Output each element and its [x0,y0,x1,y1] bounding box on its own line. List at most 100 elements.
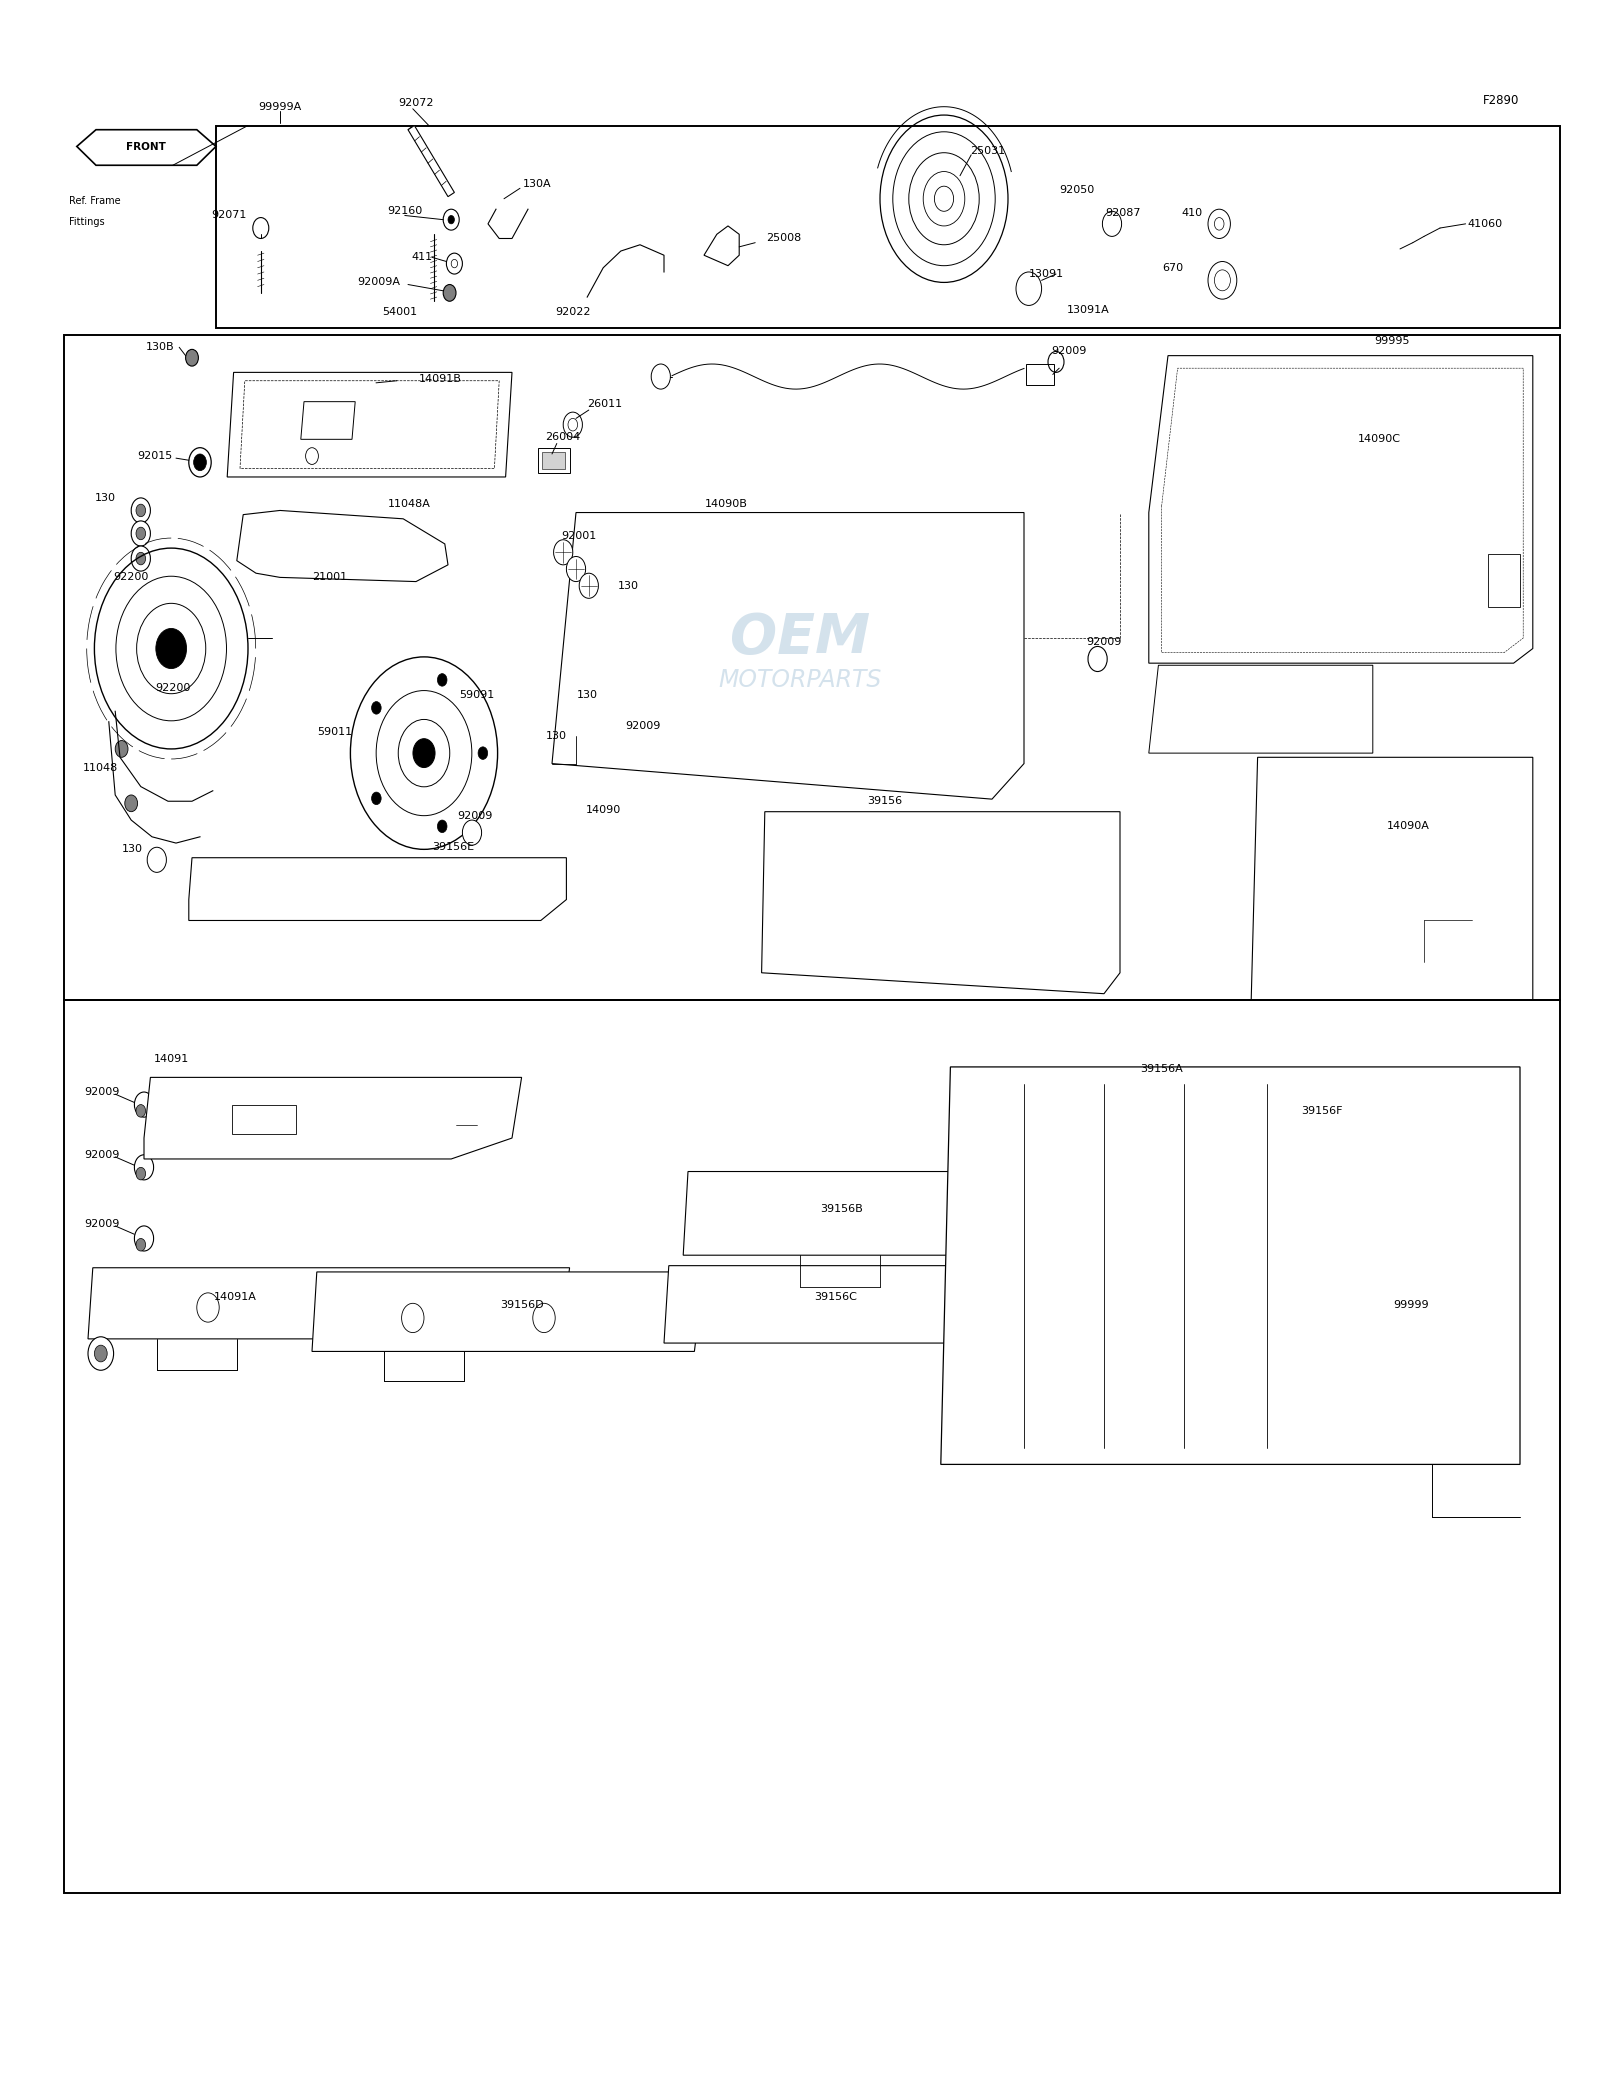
Text: 14091B: 14091B [419,374,461,383]
Text: FRONT: FRONT [126,142,165,153]
Text: 39156C: 39156C [814,1293,856,1301]
Text: 130: 130 [94,494,117,502]
Bar [216,126,1560,328]
Circle shape [136,1167,146,1180]
Text: 99999: 99999 [1394,1301,1429,1310]
Circle shape [197,1293,219,1322]
Circle shape [186,349,198,366]
Bar [232,1105,296,1134]
Text: 92050: 92050 [1059,186,1094,195]
Circle shape [131,546,150,571]
Text: 26004: 26004 [546,433,581,441]
Circle shape [478,747,488,759]
Text: 92009: 92009 [85,1220,120,1228]
Polygon shape [408,126,454,197]
Text: 92009A: 92009A [358,278,400,287]
Text: 410: 410 [1181,209,1203,218]
Text: 92009: 92009 [458,812,493,820]
Text: 14090A: 14090A [1387,822,1429,831]
Text: Ref. Frame: Ref. Frame [69,197,120,205]
Text: 39156A: 39156A [1141,1065,1182,1073]
Polygon shape [77,130,216,165]
Text: 14090: 14090 [586,805,621,814]
Text: 13091: 13091 [1029,270,1064,278]
Text: 92009: 92009 [1086,638,1122,646]
Text: 92160: 92160 [387,207,422,215]
Polygon shape [704,226,739,266]
Text: MOTORPARTS: MOTORPARTS [718,667,882,692]
Circle shape [134,1092,154,1117]
Text: 39156E: 39156E [432,843,474,851]
Polygon shape [237,510,448,582]
Text: 130: 130 [122,845,144,854]
Circle shape [1208,209,1230,238]
Circle shape [1208,262,1237,299]
Circle shape [125,795,138,812]
Text: 130: 130 [618,582,640,590]
Text: 92009: 92009 [626,722,661,730]
Text: 41060: 41060 [1467,220,1502,228]
Text: 39156: 39156 [867,797,902,805]
Circle shape [443,285,456,301]
Circle shape [446,253,462,274]
Text: 39156B: 39156B [821,1205,862,1213]
Text: 92009: 92009 [1051,347,1086,356]
Text: 92072: 92072 [398,98,434,107]
Text: 59091: 59091 [459,690,494,699]
Text: 92087: 92087 [1106,209,1141,218]
Polygon shape [1251,757,1533,1000]
Circle shape [371,701,381,713]
Circle shape [533,1303,555,1333]
Text: 99999A: 99999A [258,103,302,111]
Circle shape [136,527,146,540]
Circle shape [1102,211,1122,236]
Bar [64,335,1560,1000]
Text: 92015: 92015 [138,452,173,460]
Text: 130B: 130B [146,343,174,351]
Bar [64,1000,1560,1893]
Polygon shape [227,372,512,477]
Circle shape [131,521,150,546]
Circle shape [1214,270,1230,291]
Polygon shape [301,402,355,439]
Circle shape [134,1226,154,1251]
Circle shape [563,412,582,437]
Circle shape [402,1303,424,1333]
Circle shape [136,552,146,565]
Bar [1488,554,1520,607]
Circle shape [437,674,446,686]
Polygon shape [144,1077,522,1159]
Text: 92200: 92200 [155,684,190,692]
Circle shape [566,556,586,582]
Text: 59011: 59011 [317,728,352,736]
Text: 25031: 25031 [970,146,1005,155]
Circle shape [371,793,381,805]
Circle shape [147,847,166,872]
Circle shape [136,504,146,517]
Circle shape [448,215,454,224]
Text: 13091A: 13091A [1067,305,1109,314]
Text: F2890: F2890 [1483,94,1518,107]
Text: 92001: 92001 [562,531,597,540]
Text: 11048: 11048 [83,764,118,772]
Text: 11048A: 11048A [389,500,430,508]
Polygon shape [683,1172,1037,1255]
Text: 92009: 92009 [85,1088,120,1096]
Text: 130: 130 [576,690,598,699]
Text: 39156F: 39156F [1301,1107,1342,1115]
Text: 99995: 99995 [1374,337,1410,345]
Circle shape [554,540,573,565]
Text: Fittings: Fittings [69,218,104,226]
Circle shape [134,1155,154,1180]
Circle shape [443,209,459,230]
Text: 130: 130 [546,732,568,741]
Circle shape [194,454,206,471]
Circle shape [94,1345,107,1362]
Circle shape [651,364,670,389]
Circle shape [437,820,446,833]
Text: 14090B: 14090B [706,500,747,508]
Circle shape [155,628,187,669]
Text: 92009: 92009 [85,1151,120,1159]
Polygon shape [88,1268,570,1339]
Polygon shape [1149,665,1373,753]
